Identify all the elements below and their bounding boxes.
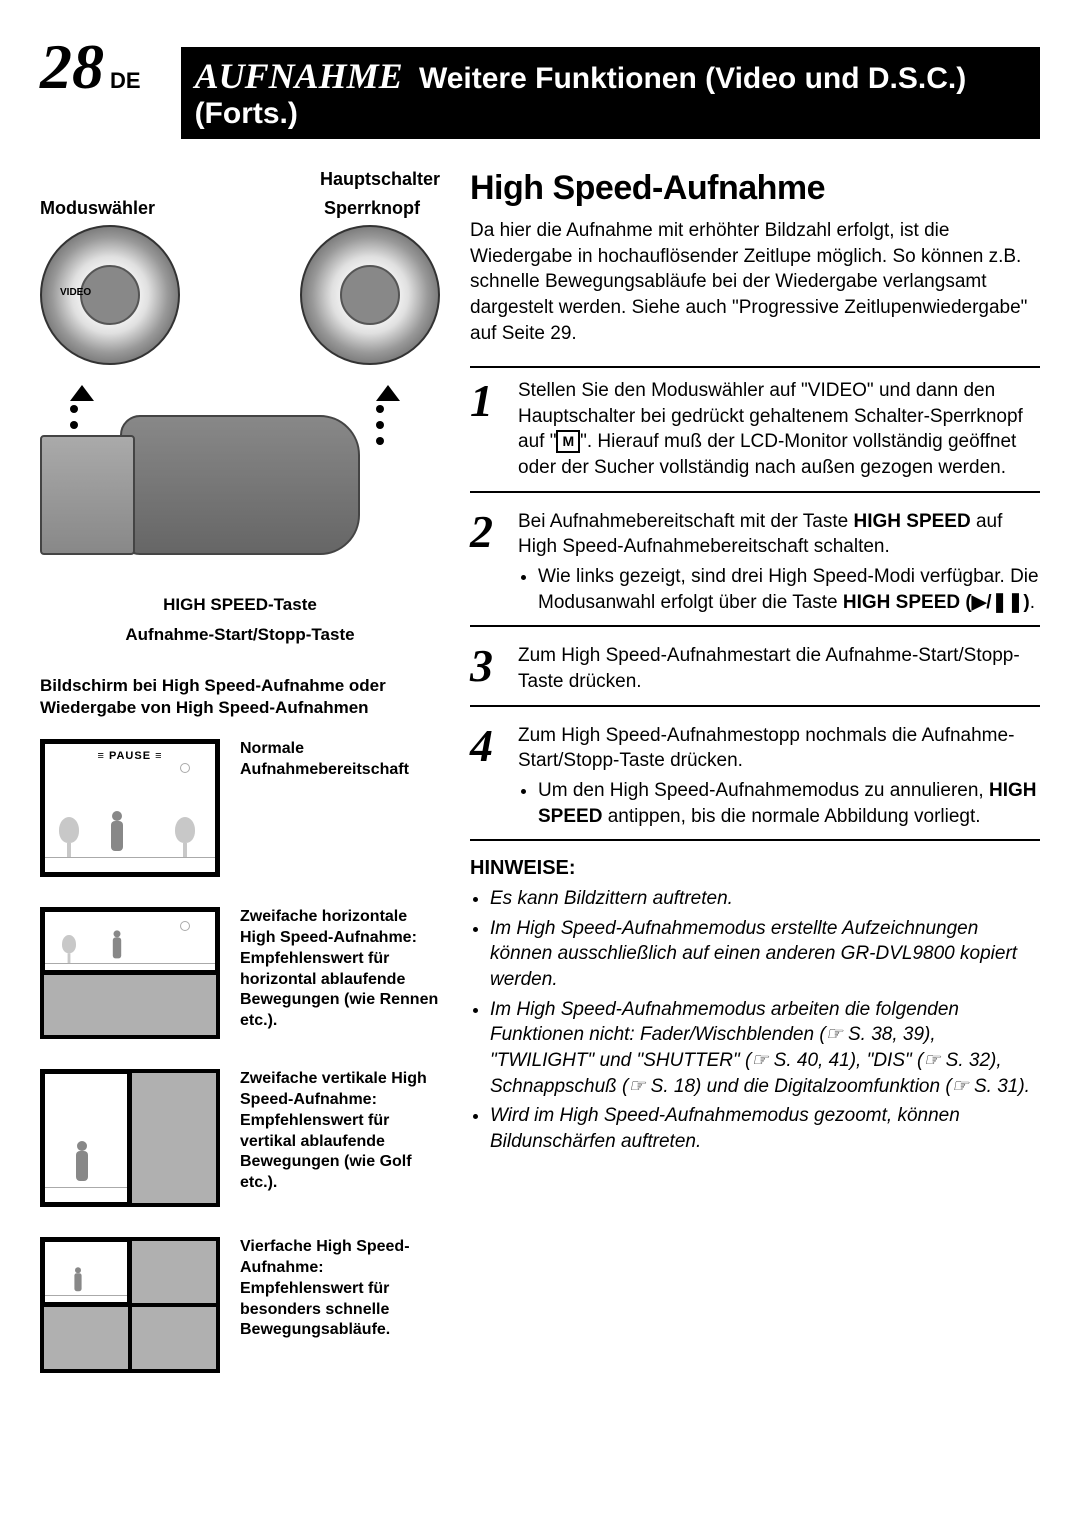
arrow-up-icon bbox=[70, 385, 94, 401]
label-moduswaehler: Moduswähler bbox=[40, 198, 220, 219]
camera-diagram bbox=[40, 385, 420, 585]
mode-row: Zweifache vertikale High Speed-Aufnahme:… bbox=[40, 1069, 440, 1207]
hinweis-item: Es kann Bildzittern auftreten. bbox=[490, 886, 1040, 912]
right-column: High Speed-Aufnahme Da hier die Aufnahme… bbox=[470, 169, 1040, 1403]
step-body: Stellen Sie den Moduswähler auf "VIDEO" … bbox=[518, 378, 1040, 481]
page-header: 28 DE AUFNAHME Weitere Funktionen (Video… bbox=[40, 30, 1040, 139]
hinweis-item: Im High Speed-Aufnahmemodus erstellte Au… bbox=[490, 916, 1040, 993]
mode-preview-4x bbox=[40, 1237, 220, 1373]
label-hauptschalter: Hauptschalter bbox=[40, 169, 440, 190]
step-bullet: Wie links gezeigt, sind drei High Speed-… bbox=[538, 564, 1040, 615]
mode-row: ≡ PAUSE ≡ Normale Aufnahmebereitschaft bbox=[40, 739, 440, 877]
camera-body-icon bbox=[120, 415, 360, 555]
mode-row: Zweifache horizontale High Speed-Aufnahm… bbox=[40, 907, 440, 1039]
step-number: 2 bbox=[470, 509, 506, 616]
label-aufnahme-start-stopp: Aufnahme-Start/Stopp-Taste bbox=[40, 625, 440, 645]
step-body: Zum High Speed-Aufnahmestart die Aufnahm… bbox=[518, 643, 1040, 694]
mode-row: Vierfache High Speed-Aufnahme: Empfehlen… bbox=[40, 1237, 440, 1373]
dial-row: VIDEO bbox=[40, 225, 440, 365]
label-sperrknopf: Sperrknopf bbox=[260, 198, 440, 219]
step-bullet: Um den High Speed-Aufnahmemodus zu annul… bbox=[538, 778, 1040, 829]
label-high-speed-taste: HIGH SPEED-Taste bbox=[40, 595, 440, 615]
pause-label: PAUSE bbox=[109, 750, 151, 762]
title-aufnahme: AUFNAHME bbox=[195, 56, 403, 96]
mode-desc: Vierfache High Speed-Aufnahme: Empfehlen… bbox=[240, 1237, 440, 1341]
mode-preview-2x-horizontal bbox=[40, 907, 220, 1039]
mode-preview-normal: ≡ PAUSE ≡ bbox=[40, 739, 220, 877]
m-icon: M bbox=[556, 430, 580, 453]
page-number: 28 bbox=[40, 30, 104, 104]
mode-desc: Zweifache horizontale High Speed-Aufnahm… bbox=[240, 907, 440, 1032]
hinweise-list: Es kann Bildzittern auftreten. Im High S… bbox=[470, 886, 1040, 1154]
step: 2 Bei Aufnahmebereitschaft mit der Taste… bbox=[470, 499, 1040, 628]
dial-video-label: VIDEO bbox=[60, 287, 91, 298]
hinweis-item: Im High Speed-Aufnahmemodus arbeiten die… bbox=[490, 997, 1040, 1100]
intro-text: Da hier die Aufnahme mit erhöhter Bildza… bbox=[470, 218, 1040, 346]
mode-dial-icon: VIDEO bbox=[40, 225, 180, 365]
camera-screen-icon bbox=[40, 435, 135, 555]
step: 3 Zum High Speed-Aufnahmestart die Aufna… bbox=[470, 633, 1040, 706]
mode-preview-2x-vertical bbox=[40, 1069, 220, 1207]
step-number: 1 bbox=[470, 378, 506, 481]
left-column: Hauptschalter Moduswähler Sperrknopf VID… bbox=[40, 169, 440, 1403]
step-body: Zum High Speed-Aufnahmestopp nochmals di… bbox=[518, 723, 1040, 830]
step-number: 3 bbox=[470, 643, 506, 694]
step-body: Bei Aufnahmebereitschaft mit der Taste H… bbox=[518, 509, 1040, 616]
arrow-up-icon bbox=[376, 385, 400, 401]
title-bar: AUFNAHME Weitere Funktionen (Video und D… bbox=[181, 47, 1040, 139]
hinweise-heading: HINWEISE: bbox=[470, 857, 1040, 880]
hinweis-item: Wird im High Speed-Aufnahmemodus gezoomt… bbox=[490, 1103, 1040, 1154]
mode-desc: Zweifache vertikale High Speed-Aufnahme:… bbox=[240, 1069, 440, 1194]
power-dial-icon bbox=[300, 225, 440, 365]
step-number: 4 bbox=[470, 723, 506, 830]
mode-desc: Normale Aufnahmebereitschaft bbox=[240, 739, 440, 781]
label-bildschirm-header: Bildschirm bei High Speed-Aufnahme oder … bbox=[40, 675, 440, 719]
section-heading: High Speed-Aufnahme bbox=[470, 169, 1040, 208]
page-suffix: DE bbox=[110, 68, 141, 94]
step: 1 Stellen Sie den Moduswähler auf "VIDEO… bbox=[470, 366, 1040, 493]
step: 4 Zum High Speed-Aufnahmestopp nochmals … bbox=[470, 713, 1040, 842]
